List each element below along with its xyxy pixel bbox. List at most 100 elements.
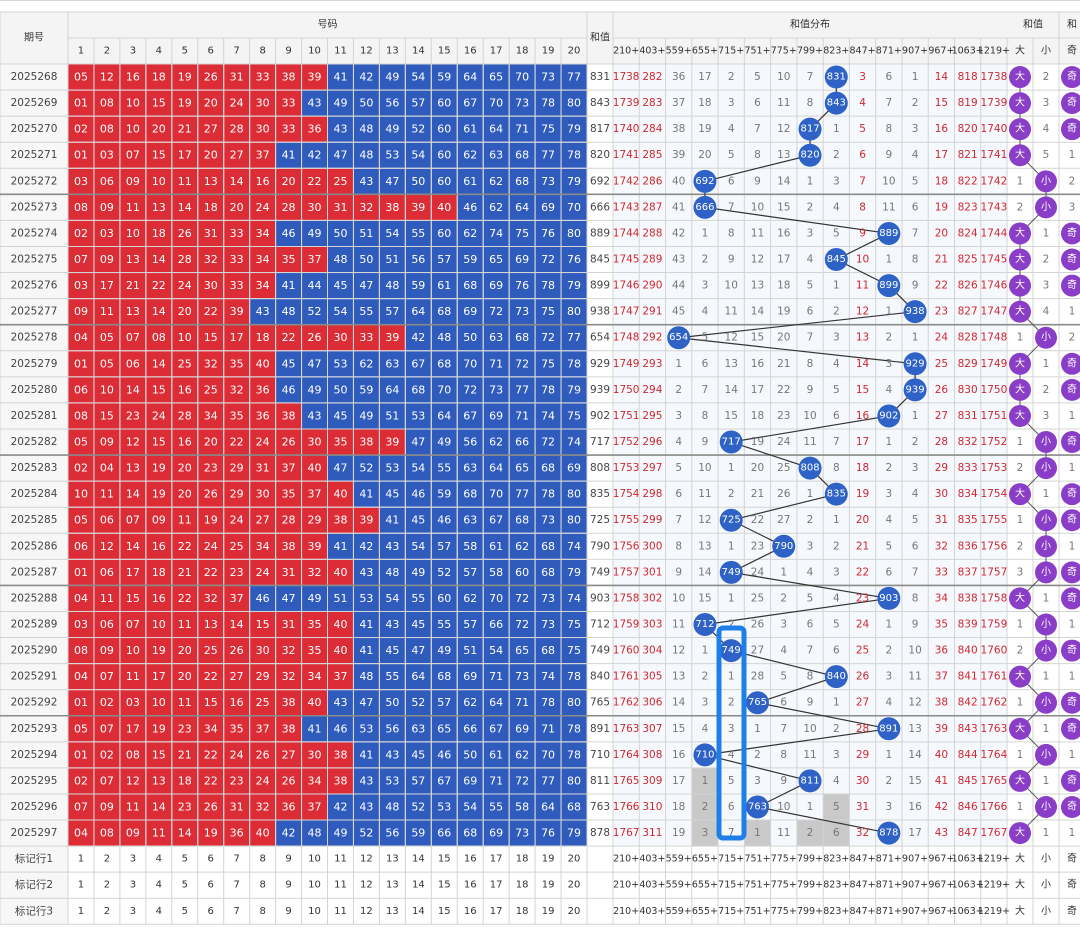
issue: 2025268 [11, 71, 58, 83]
number-cell [483, 664, 509, 690]
parity-miss: 1 [1069, 410, 1076, 422]
dist-miss: 1753 [613, 462, 640, 474]
number: 29 [308, 514, 322, 527]
number: 64 [541, 800, 555, 813]
parity-header: 和 [1067, 19, 1077, 31]
footer-number: 11 [334, 880, 347, 891]
number: 35 [308, 618, 322, 631]
number-cell [250, 116, 276, 142]
sum-ball-label: 845 [827, 254, 846, 265]
size-ball [1035, 639, 1057, 662]
dist-miss: 4 [702, 306, 709, 318]
issue: 2025288 [11, 592, 58, 604]
number-cell [146, 142, 172, 168]
number-cell [68, 325, 94, 351]
number-cell [250, 377, 276, 403]
number: 71 [541, 722, 555, 735]
dist-miss: 10 [882, 175, 895, 187]
number-cell [353, 585, 379, 611]
issue: 2025291 [11, 671, 58, 683]
size-ball [1035, 561, 1057, 584]
number: 37 [256, 722, 270, 735]
sum-ball-label: 817 [800, 124, 819, 135]
dist-miss: 1748 [981, 332, 1008, 344]
number: 37 [308, 800, 322, 813]
number: 58 [463, 540, 477, 553]
number: 35 [308, 644, 322, 657]
number: 46 [333, 722, 347, 735]
number-cell [68, 377, 94, 403]
number-cell [561, 585, 587, 611]
sum-ball-label: 889 [879, 228, 898, 239]
dist-miss: 843 [958, 723, 978, 735]
number-cell [68, 90, 94, 116]
number-cell [328, 742, 353, 768]
issue: 2025293 [11, 723, 58, 735]
number: 11 [126, 800, 140, 813]
number: 18 [204, 201, 218, 214]
number-cell [250, 299, 276, 325]
footer-dist: 403+ [639, 854, 665, 865]
number-cell [431, 742, 457, 768]
number-cell [172, 768, 198, 794]
number: 33 [256, 71, 270, 84]
dist-miss: 7 [728, 827, 735, 839]
shaded-cell [691, 767, 719, 794]
number: 59 [437, 488, 451, 501]
issue: 2025295 [11, 775, 58, 787]
shaded-cell [823, 793, 850, 821]
number: 55 [411, 592, 425, 605]
size-ball [1035, 743, 1057, 766]
number: 35 [230, 357, 244, 370]
number-cell [198, 429, 224, 455]
number: 19 [204, 514, 218, 527]
number: 75 [541, 123, 555, 136]
sum-ball [903, 300, 927, 324]
number-cell [405, 690, 431, 716]
dist-miss: 827 [958, 306, 978, 318]
footer-dist: 403+ [639, 880, 665, 891]
sum-ball [877, 586, 901, 610]
size-ball [1035, 170, 1057, 193]
number-cell [146, 742, 172, 768]
sum: 939 [590, 384, 610, 396]
number: 32 [204, 357, 218, 370]
number-cell [250, 585, 276, 611]
footer-number: 18 [516, 854, 529, 865]
size-ball-label: 大 [1015, 487, 1025, 500]
number-cell [172, 116, 198, 142]
dist-miss: 34 [935, 592, 949, 604]
dist-miss: 2 [702, 254, 709, 266]
number-cell [198, 90, 224, 116]
number: 23 [178, 800, 192, 813]
number-cell [535, 716, 561, 742]
number: 05 [100, 357, 114, 370]
number-cell [198, 220, 224, 246]
sum-ball [824, 91, 848, 115]
number-cell [120, 429, 146, 455]
dist-miss: 5 [675, 462, 682, 474]
number-cell [561, 403, 587, 429]
number: 66 [437, 827, 451, 840]
col-label-dist: 967+ [928, 46, 954, 57]
number: 50 [411, 175, 425, 188]
dist-miss: 23 [751, 540, 764, 552]
dist-miss: 4 [675, 436, 682, 448]
number-cell [302, 638, 327, 664]
number-cell [457, 638, 483, 664]
number-cell [68, 820, 94, 846]
dist-miss: 1738 [613, 71, 640, 83]
footer-number: 7 [233, 880, 239, 891]
dist-miss: 1766 [981, 801, 1008, 813]
number-cell [302, 168, 327, 194]
number: 35 [230, 409, 244, 422]
number-cell [561, 742, 587, 768]
number: 80 [567, 305, 581, 318]
dist-miss: 825 [958, 254, 978, 266]
dist-miss: 294 [642, 384, 662, 396]
number-cell [535, 142, 561, 168]
footer-dist: 1219+ [978, 880, 1010, 891]
dist-miss: 3 [728, 723, 735, 735]
number: 39 [359, 514, 373, 527]
number-cell [250, 168, 276, 194]
